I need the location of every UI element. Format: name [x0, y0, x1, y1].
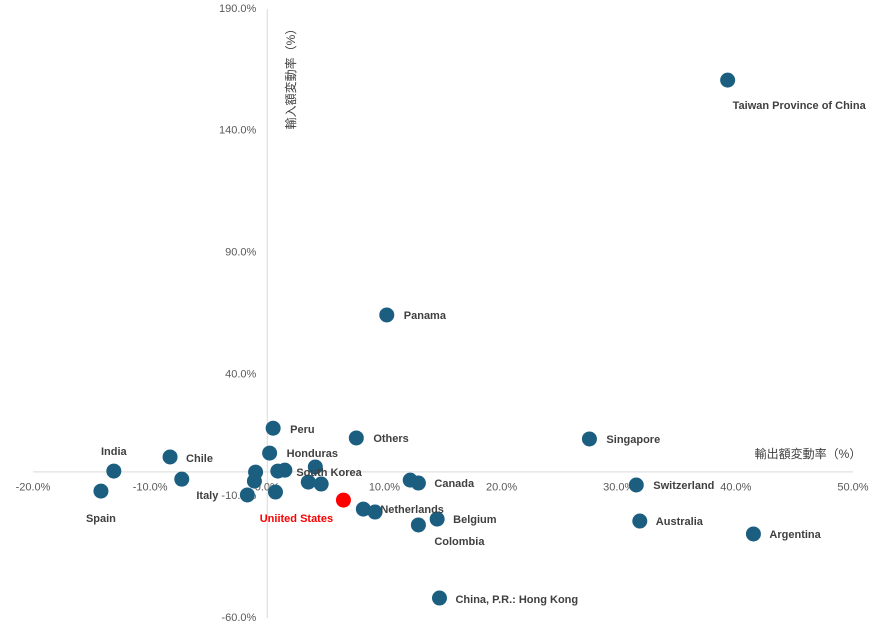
x-axis-title: 輸出額変動率（%） — [755, 446, 862, 461]
point — [367, 504, 383, 520]
y-tick-label: 140.0% — [219, 125, 257, 137]
point — [267, 484, 283, 500]
point-label: Australia — [656, 516, 704, 528]
point — [239, 487, 255, 503]
x-tick-label: 20.0% — [486, 482, 517, 494]
point — [348, 430, 364, 446]
point-label: Others — [373, 433, 408, 445]
point — [313, 476, 329, 492]
point — [410, 517, 426, 533]
point — [720, 72, 736, 88]
point — [300, 474, 316, 490]
point — [581, 431, 597, 447]
point — [335, 492, 351, 508]
point — [431, 590, 447, 606]
point — [106, 463, 122, 479]
point — [632, 513, 648, 529]
x-tick-label: 50.0% — [837, 482, 868, 494]
point-label: India — [101, 446, 128, 458]
point — [429, 511, 445, 527]
point — [402, 472, 418, 488]
point-label: Argentina — [769, 529, 821, 541]
point-label: Switzerland — [653, 480, 714, 492]
point-label: Singapore — [606, 434, 660, 446]
point-label: Honduras — [287, 448, 338, 460]
x-tick-label: 40.0% — [720, 482, 751, 494]
point-label: Italy — [196, 490, 219, 502]
point-label: Spain — [86, 513, 116, 525]
point — [628, 477, 644, 493]
y-tick-label: -60.0% — [221, 612, 256, 624]
point-label: Uniited States — [260, 513, 333, 525]
point-label: Panama — [404, 310, 447, 322]
point — [174, 471, 190, 487]
y-tick-label: 40.0% — [225, 368, 256, 380]
x-tick-label: 30.0% — [603, 482, 634, 494]
point — [262, 445, 278, 461]
x-tick-label: 10.0% — [369, 482, 400, 494]
point-label: South Korea — [296, 467, 362, 479]
point-label: Chile — [186, 453, 213, 465]
point-label: Netherlands — [380, 504, 444, 516]
point — [265, 420, 281, 436]
point — [307, 459, 323, 475]
point-label: Canada — [434, 478, 475, 490]
point-label: Taiwan Province of China — [733, 100, 867, 112]
point — [745, 526, 761, 542]
y-tick-label: 90.0% — [225, 247, 256, 259]
y-tick-label: 190.0% — [219, 3, 257, 15]
point-label: Belgium — [453, 514, 497, 526]
point-label: Colombia — [434, 536, 485, 548]
point — [246, 473, 262, 489]
point — [355, 501, 371, 517]
point-label: Peru — [290, 424, 314, 436]
point — [379, 307, 395, 323]
point — [162, 449, 178, 465]
point — [277, 462, 293, 478]
x-tick-label: -10.0% — [133, 482, 168, 494]
x-tick-label: -20.0% — [16, 482, 51, 494]
y-axis-title: 輸入額変動率（%） — [283, 23, 298, 130]
point — [93, 483, 109, 499]
point-label: China, P.R.: Hong Kong — [455, 594, 578, 606]
